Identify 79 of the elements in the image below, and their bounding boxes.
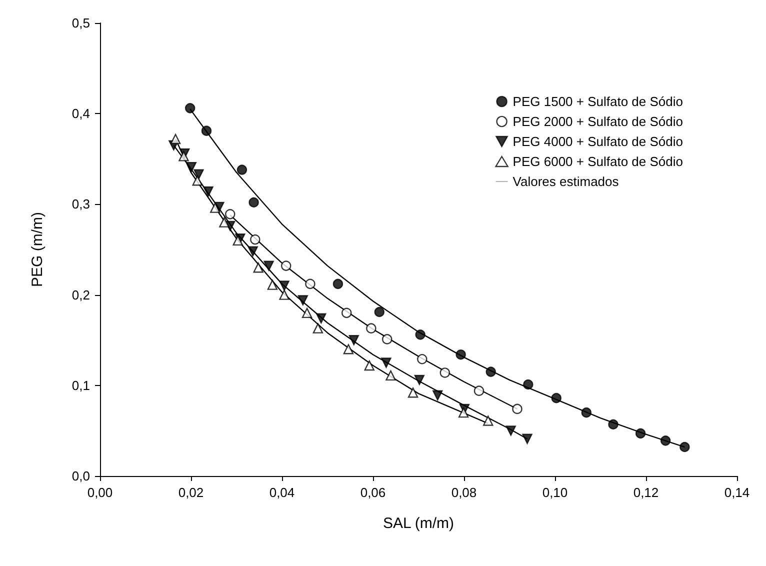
point — [302, 308, 312, 318]
point — [250, 234, 260, 245]
x-tick-label: 0,10 — [542, 485, 568, 500]
point — [581, 407, 592, 418]
point — [305, 278, 316, 290]
legend-label: Valores estimados — [512, 174, 620, 189]
x-tick-label: 0,04 — [269, 485, 295, 500]
point — [506, 426, 516, 436]
x-tick-label: 0,06 — [360, 485, 386, 500]
legend-label: PEG 6000 + Sulfato de Sódio — [512, 154, 684, 169]
point — [192, 176, 202, 186]
legend-label: PEG 2000 + Sulfato de Sódio — [512, 114, 684, 129]
point — [332, 278, 344, 290]
point — [414, 374, 425, 386]
point — [316, 313, 326, 324]
x-tick-label: 0,14 — [724, 485, 750, 500]
point — [474, 386, 484, 396]
point — [660, 436, 671, 446]
point — [635, 428, 646, 439]
point — [201, 126, 212, 136]
point — [312, 323, 324, 334]
point — [432, 390, 443, 400]
x-tick-label: 0,08 — [451, 485, 477, 500]
point — [512, 404, 522, 414]
point — [194, 169, 204, 180]
point — [342, 308, 352, 318]
point — [232, 235, 243, 246]
point — [279, 290, 290, 300]
y-tick-label: 0,3 — [72, 196, 90, 212]
point — [185, 103, 196, 114]
point — [551, 392, 562, 404]
point — [178, 151, 189, 162]
point — [236, 164, 248, 175]
y-tick-label: 0,4 — [72, 106, 90, 122]
point — [608, 419, 618, 430]
point — [386, 370, 396, 381]
point — [298, 295, 308, 306]
y-tick-label: 0,0 — [72, 468, 90, 484]
point — [170, 134, 181, 144]
point — [483, 416, 494, 426]
point — [279, 280, 290, 291]
point — [680, 442, 690, 452]
point — [417, 354, 428, 364]
point — [267, 280, 278, 290]
point — [253, 262, 264, 273]
point — [219, 217, 230, 228]
y-tick-label: 0,5 — [72, 16, 90, 30]
point — [203, 186, 214, 197]
x-tick-label: 0,02 — [178, 485, 204, 500]
y-tick-label: 0,2 — [72, 287, 90, 302]
point — [186, 162, 197, 172]
x-tick-label: 0,00 — [87, 485, 113, 500]
point — [281, 260, 292, 271]
point — [408, 388, 418, 398]
point — [415, 330, 426, 340]
point — [264, 260, 274, 271]
point — [210, 202, 220, 213]
y-axis-title: PEG (m/m) — [29, 212, 46, 287]
point — [348, 335, 359, 346]
x-axis-title: SAL (m/m) — [382, 515, 454, 532]
point — [248, 246, 258, 256]
point — [366, 323, 376, 334]
y-tick-label: 0,1 — [72, 378, 90, 393]
point — [225, 209, 236, 220]
point — [381, 358, 392, 368]
point — [486, 366, 496, 377]
point — [382, 334, 392, 344]
point — [522, 434, 532, 444]
point — [440, 368, 450, 378]
point — [248, 197, 259, 208]
point — [374, 306, 384, 318]
legend-label: PEG 1500 + Sulfato de Sódio — [512, 94, 684, 109]
point — [523, 379, 534, 390]
point — [364, 360, 374, 371]
x-tick-label: 0,12 — [633, 485, 659, 500]
point — [343, 344, 354, 354]
legend-label: PEG 4000 + Sulfato de Sódio — [512, 134, 684, 149]
point — [458, 407, 469, 418]
point — [456, 350, 466, 360]
